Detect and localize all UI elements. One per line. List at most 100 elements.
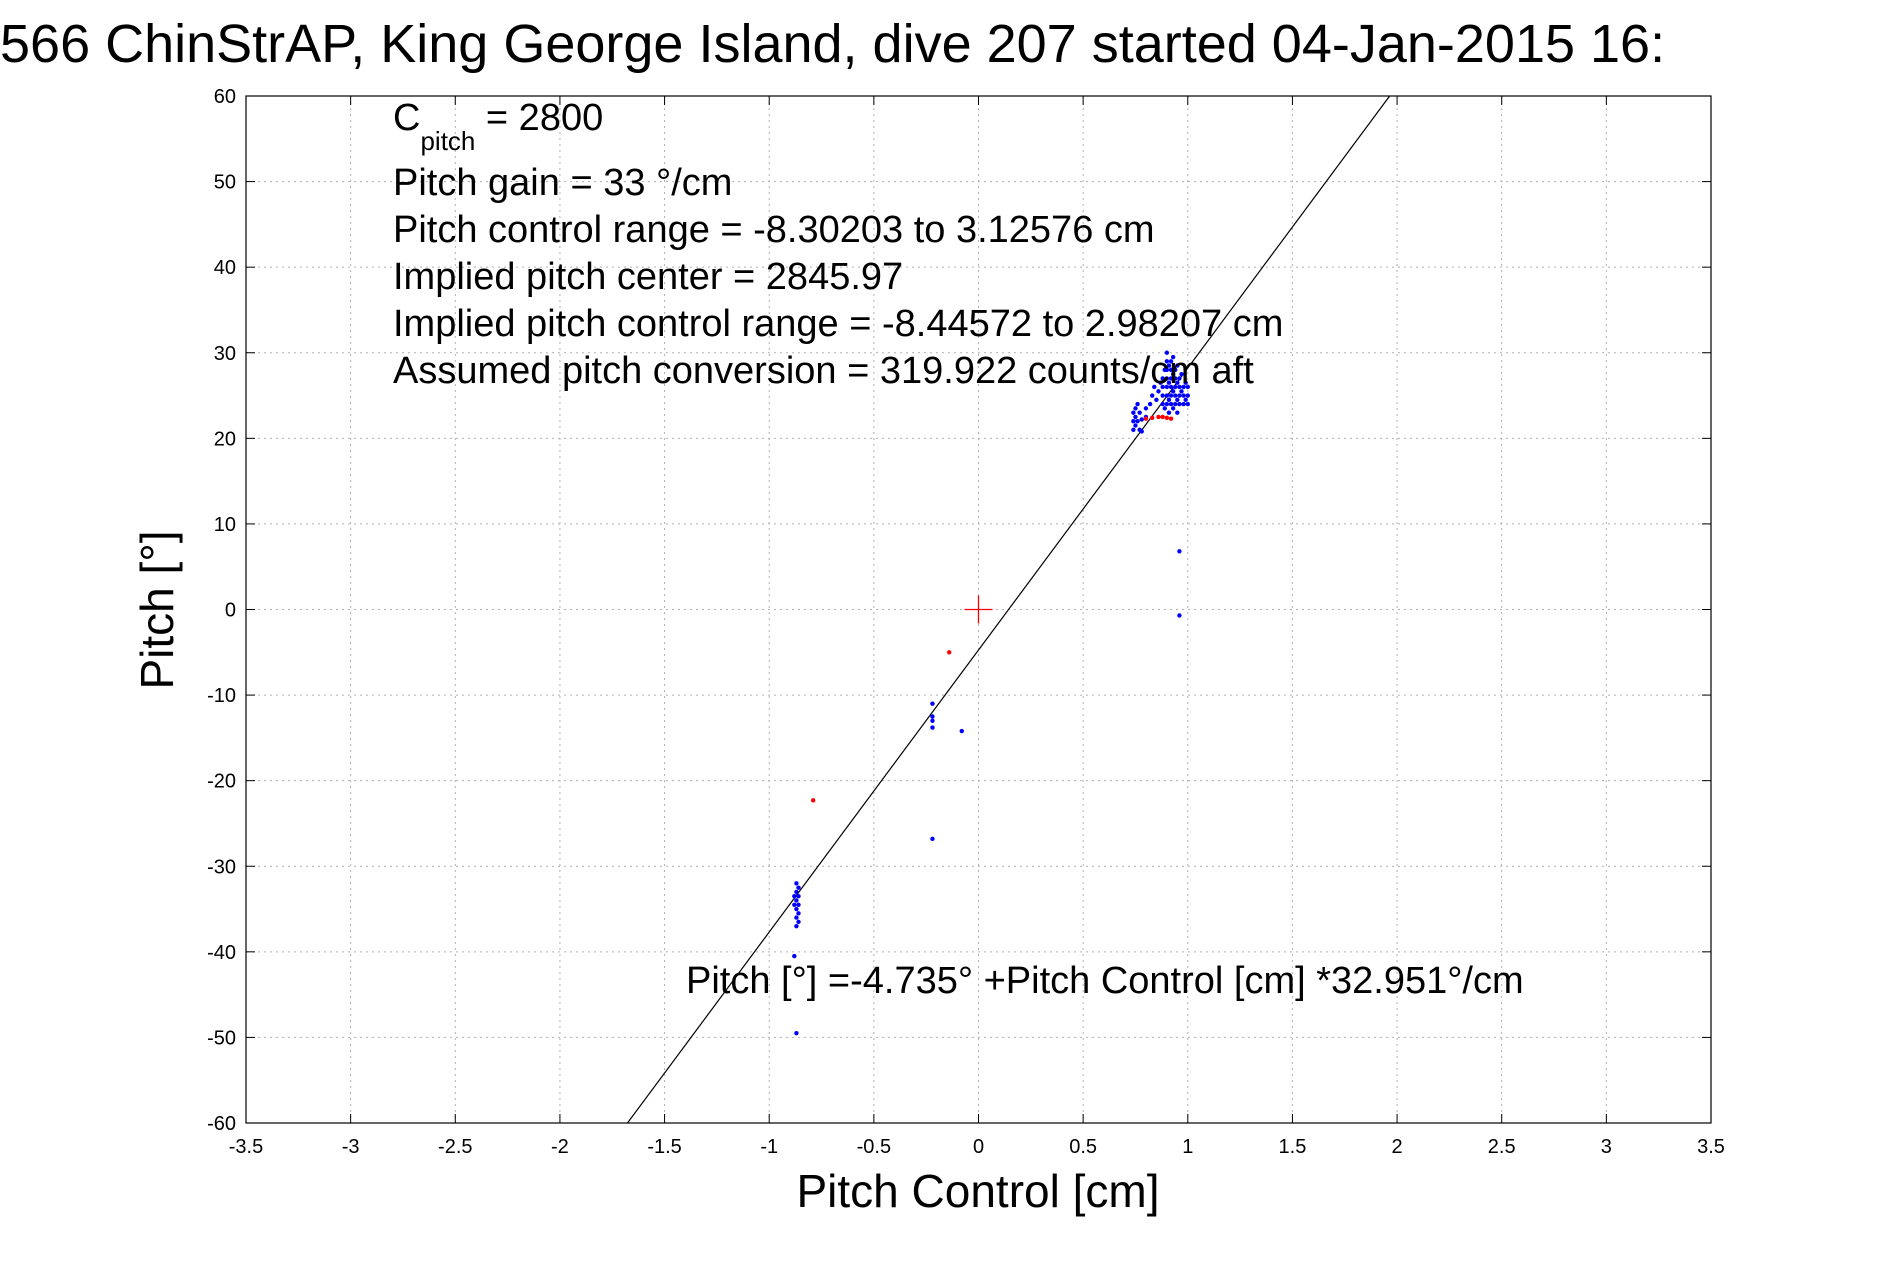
blue-data-point (796, 911, 801, 916)
blue-data-point (1175, 363, 1180, 368)
x-tick-label: -1.5 (647, 1136, 681, 1158)
blue-data-point (1177, 549, 1182, 554)
red-data-point (1164, 415, 1170, 420)
blue-data-point (1168, 376, 1174, 381)
blue-data-point (1183, 380, 1188, 385)
blue-data-point (1170, 354, 1176, 360)
y-tick-label: -40 (207, 942, 236, 964)
blue-data-point (1139, 417, 1144, 422)
blue-data-point (930, 714, 935, 719)
annotation-implied-pitch-center: Implied pitch center = 2845.97 (393, 256, 903, 298)
blue-data-point (794, 898, 799, 903)
tick-labels: -3.5 -3 -2.5 -2 -1.5 -1 -0.5 0 0.5 1 1.5 2 2.5 3 3.5 -6… (207, 86, 1725, 1158)
blue-data-point (794, 923, 799, 929)
red-data-point (810, 798, 816, 803)
blue-data-point (1168, 393, 1174, 398)
center-marker (964, 595, 993, 624)
blue-data-point (1166, 380, 1172, 385)
x-tick-label: -2 (551, 1136, 569, 1158)
c-pitch-symbol: C (393, 97, 420, 139)
blue-data-point (1154, 397, 1159, 403)
y-tick-label: 0 (225, 600, 236, 622)
blue-data-point (1143, 406, 1149, 411)
blue-data-point (796, 902, 801, 907)
blue-data-point (794, 1030, 799, 1036)
blue-data-point (1147, 401, 1153, 407)
blue-data-point (1181, 384, 1186, 390)
annotation-c-pitch: Cpitch = 2800 (393, 97, 603, 156)
blue-data-point (1179, 371, 1184, 377)
blue-data-point (1185, 401, 1190, 407)
blue-data-point (1164, 393, 1170, 398)
blue-data-point (794, 915, 799, 920)
x-tick-label: 2 (1392, 1136, 1403, 1158)
blue-data-point (1177, 393, 1182, 398)
red-data-point (1168, 416, 1174, 421)
blue-data-point (1133, 414, 1138, 420)
blue-data-point (1156, 389, 1161, 394)
x-tick-label: -2.5 (438, 1136, 472, 1158)
blue-data-point (1158, 380, 1163, 385)
blue-data-point (794, 889, 799, 895)
blue-data-point (1160, 401, 1165, 407)
blue-data-point (1164, 376, 1170, 381)
blue-data-point (1185, 393, 1190, 398)
blue-data-point (1164, 384, 1170, 390)
blue-data-point (1166, 397, 1172, 403)
blue-data-point (1179, 389, 1184, 394)
blue-data-point (1133, 423, 1138, 428)
blue-data-point (1168, 384, 1174, 390)
blue-data-point (1173, 393, 1178, 398)
blue-data-point (1185, 384, 1190, 390)
blue-data-point (1164, 401, 1170, 407)
blue-data-point (1173, 367, 1178, 373)
blue-data-point (796, 885, 801, 890)
blue-data-point (930, 836, 935, 842)
blue-data-point (1175, 380, 1180, 385)
red-data-point (1156, 414, 1161, 420)
blue-data-point (1166, 410, 1172, 415)
y-tick-label: 50 (214, 172, 236, 194)
y-tick-label: -10 (207, 685, 236, 707)
blue-data-point (1177, 376, 1182, 381)
x-tick-label: 2.5 (1488, 1136, 1516, 1158)
blue-data-point (1168, 401, 1174, 407)
data-points (792, 350, 1190, 1036)
y-tick-label: 40 (214, 257, 236, 279)
blue-data-point (930, 701, 935, 706)
blue-data-point (1164, 367, 1170, 373)
blue-data-point (796, 894, 801, 899)
annotation-pitch-gain: Pitch gain = 33 °/cm (393, 162, 732, 204)
blue-data-point (1177, 401, 1182, 407)
blue-data-point (1135, 401, 1140, 407)
y-tick-label: -20 (207, 771, 236, 793)
blue-data-point (1173, 384, 1178, 390)
fit-line-group (627, 95, 1391, 1124)
blue-data-point (1131, 410, 1136, 415)
blue-data-point (1164, 359, 1170, 364)
ticks (245, 95, 1712, 1124)
blue-data-point (1131, 419, 1136, 424)
blue-data-point (1137, 410, 1142, 415)
blue-data-point (792, 894, 797, 899)
x-tick-label: -3 (342, 1136, 360, 1158)
blue-data-point (1183, 397, 1188, 403)
x-tick-label: -1 (760, 1136, 778, 1158)
fit-line (627, 95, 1391, 1124)
blue-data-point (1175, 410, 1180, 415)
y-tick-label: 30 (214, 343, 236, 365)
blue-data-point (1133, 406, 1138, 411)
c-pitch-subscript: pitch (420, 126, 475, 156)
blue-data-point (1160, 376, 1165, 381)
blue-data-point (1177, 384, 1182, 390)
x-axis-label: Pitch Control [cm] (797, 1165, 1160, 1217)
blue-data-point (930, 725, 935, 730)
blue-data-point (1135, 419, 1140, 424)
y-tick-label: -50 (207, 1027, 236, 1049)
red-data-point (947, 650, 952, 655)
y-tick-label: 60 (214, 86, 236, 108)
blue-data-point (792, 902, 797, 907)
blue-data-point (959, 728, 964, 734)
x-tick-label: 3.5 (1697, 1136, 1725, 1158)
red-data-point (1160, 414, 1165, 420)
